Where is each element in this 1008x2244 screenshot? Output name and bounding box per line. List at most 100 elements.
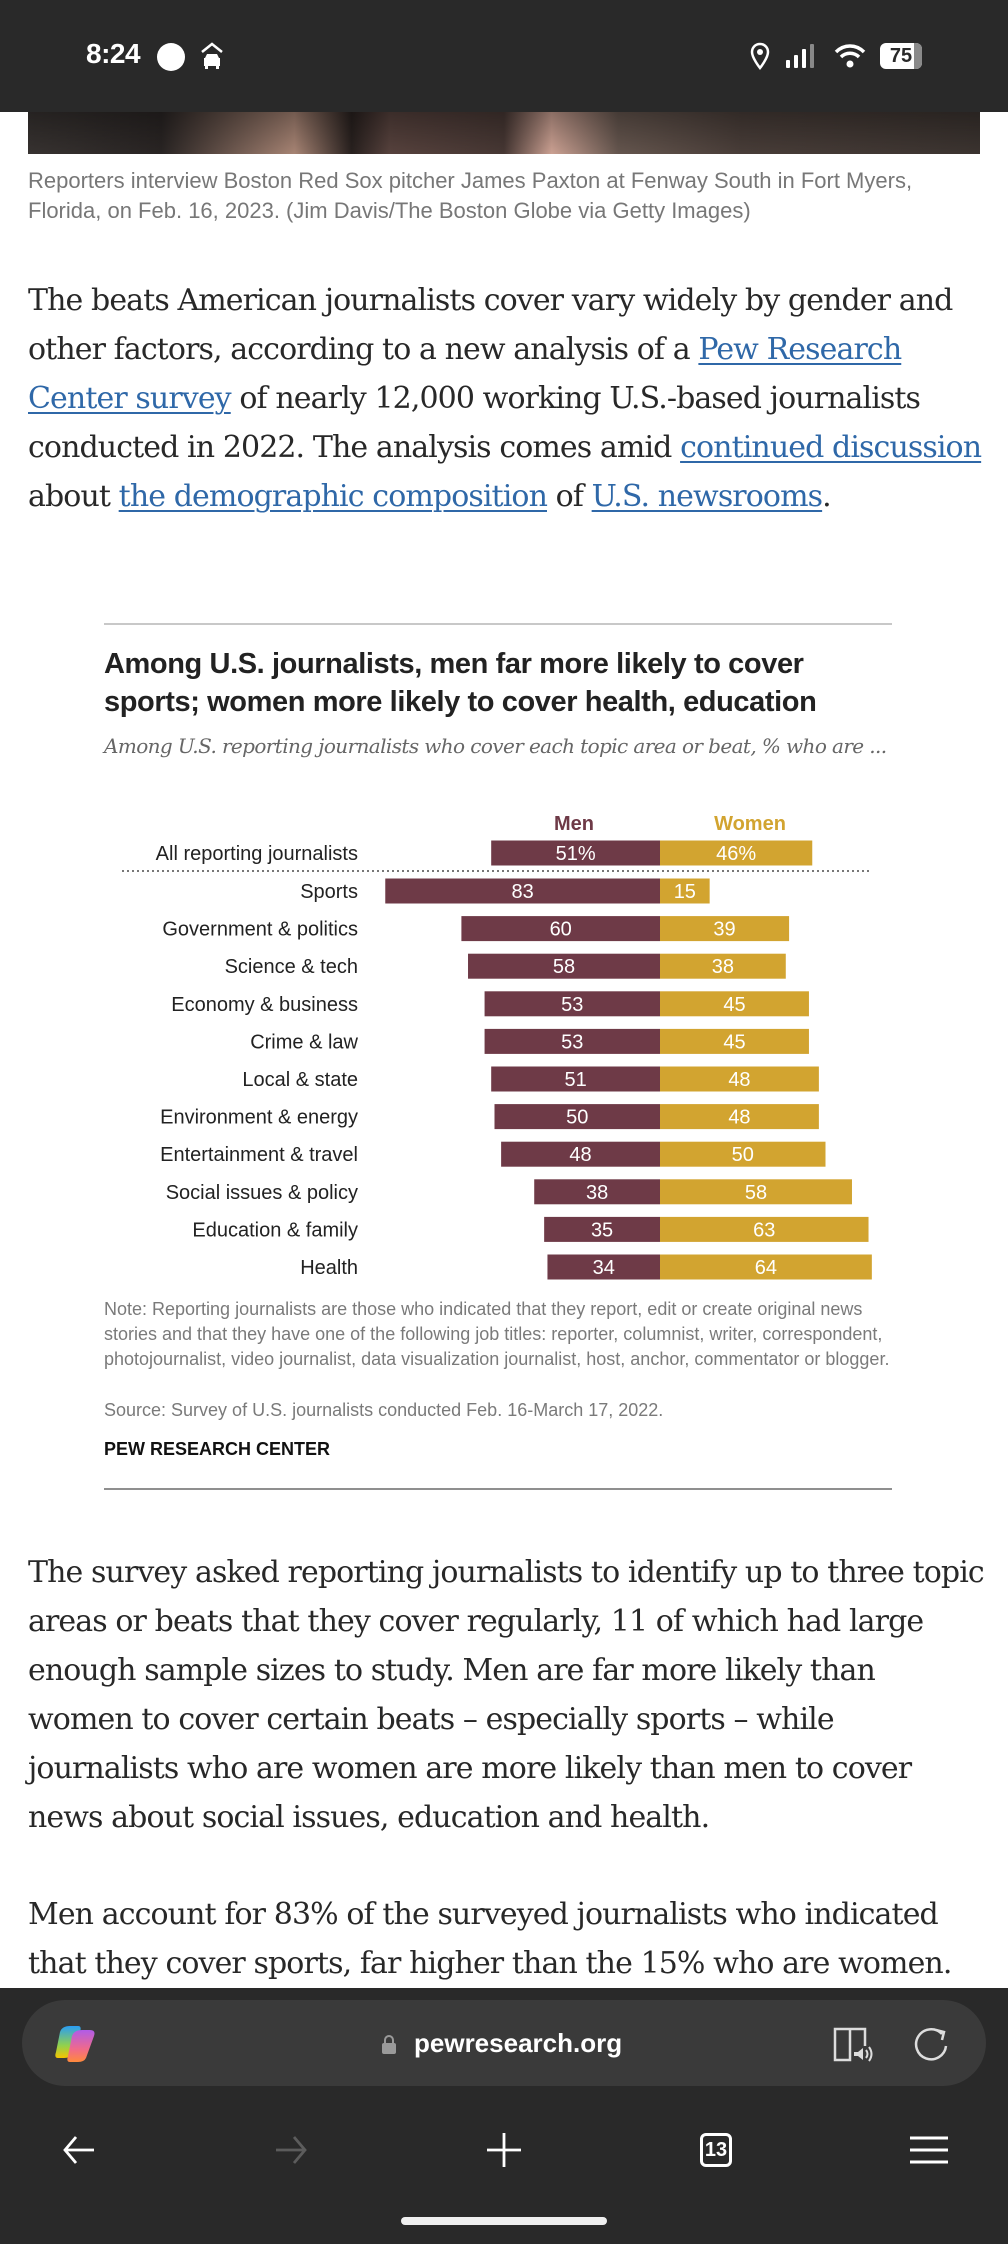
data-label-men: 50 — [566, 1107, 588, 1129]
bar-women — [660, 1216, 869, 1242]
text: of — [547, 479, 592, 514]
link-continued-discussion[interactable]: continued discussion — [680, 430, 982, 465]
chart-top-rule — [104, 623, 892, 625]
bar-women — [660, 1066, 819, 1092]
battery-level: 75 — [889, 44, 913, 67]
tab-count: 13 — [700, 2133, 732, 2167]
bar-men — [544, 1216, 660, 1242]
link-pew-survey[interactable]: Pew Research Center survey — [28, 332, 902, 416]
data-label-women: 48 — [728, 1107, 750, 1129]
status-time: 8:24 — [86, 38, 141, 69]
home-indicator[interactable] — [401, 2217, 607, 2225]
back-button[interactable] — [49, 2128, 109, 2172]
chart-title: Among U.S. journalists, men far more lik… — [104, 648, 817, 718]
photo-caption: Reporters interview Boston Red Sox pitch… — [28, 168, 913, 223]
data-label-women: 45 — [723, 1031, 745, 1053]
data-label-men: 35 — [591, 1219, 613, 1241]
data-label-women: 46% — [716, 843, 756, 865]
bar-men — [494, 1104, 660, 1130]
category-label: All reporting journalists — [156, 843, 358, 865]
arrow-right-icon — [276, 2136, 307, 2164]
data-label-women: 48 — [728, 1069, 750, 1091]
category-label: Sports — [300, 881, 358, 903]
status-icons: 75 — [750, 40, 922, 72]
bar-women — [660, 991, 809, 1017]
status-bar: 8:24 75 — [0, 0, 1008, 112]
bar-women — [660, 878, 710, 904]
menu-button[interactable] — [899, 2128, 959, 2172]
bar-women — [660, 1141, 826, 1167]
data-label-women: 38 — [712, 956, 734, 978]
chart-subtitle: Among U.S. reporting journalists who cov… — [104, 734, 887, 758]
bar-women — [660, 1104, 819, 1130]
battery-icon: 75 — [880, 43, 922, 69]
bar-women — [660, 1179, 852, 1205]
reload-icon[interactable] — [912, 2026, 950, 2064]
category-label: Local & state — [242, 1069, 358, 1091]
car-icon — [201, 42, 223, 69]
data-label-men: 58 — [553, 956, 575, 978]
bar-men — [547, 1254, 660, 1280]
text: of nearly 12,000 working U.S.-based jour… — [28, 381, 921, 465]
data-label-women: 63 — [753, 1219, 775, 1241]
location-icon — [750, 42, 770, 70]
hamburger-menu-icon — [910, 2136, 948, 2164]
chart-brand: PEW RESEARCH CENTER — [104, 1439, 331, 1459]
data-label-women: 50 — [732, 1144, 754, 1166]
category-label: Entertainment & travel — [160, 1144, 358, 1166]
bar-men — [491, 840, 660, 866]
copilot-icon[interactable] — [52, 2024, 98, 2064]
text: The beats American journalists cover var… — [28, 283, 953, 367]
bar-men — [501, 1141, 660, 1167]
bar-women — [660, 1254, 872, 1280]
legend-men: Men — [554, 813, 594, 835]
chart-note: Note: Reporting journalists are those wh… — [104, 1299, 890, 1369]
wifi-icon — [834, 44, 866, 68]
data-label-women: 39 — [713, 919, 735, 941]
bar-men — [385, 878, 660, 904]
data-label-men: 38 — [586, 1182, 608, 1204]
data-label-men: 48 — [569, 1144, 591, 1166]
bar-women — [660, 953, 786, 979]
category-label: Crime & law — [250, 1031, 358, 1053]
address-bar[interactable] — [22, 2000, 986, 2086]
circle-notification-icon — [157, 43, 185, 71]
category-label: Education & family — [192, 1219, 358, 1241]
article-photo — [28, 112, 980, 154]
tabs-button[interactable]: 13 — [686, 2128, 746, 2172]
link-demographic-composition[interactable]: the demographic composition — [118, 479, 548, 514]
bar-women — [660, 840, 813, 866]
link-us-newsrooms[interactable]: U.S. newsrooms — [591, 479, 823, 514]
category-label: Social issues & policy — [166, 1182, 358, 1204]
arrow-left-icon — [63, 2136, 94, 2164]
text: about — [28, 479, 119, 514]
bar-men — [534, 1179, 660, 1205]
category-label: Economy & business — [171, 994, 358, 1016]
new-tab-button[interactable] — [474, 2128, 534, 2172]
data-label-men: 53 — [561, 1031, 583, 1053]
bar-men — [484, 991, 660, 1017]
plus-icon — [487, 2133, 521, 2167]
read-aloud-icon[interactable] — [832, 2026, 874, 2064]
category-label: Environment & energy — [160, 1107, 358, 1129]
url-text[interactable]: pewresearch.org — [414, 2028, 623, 2058]
data-label-men: 51 — [564, 1069, 586, 1091]
data-label-women: 58 — [745, 1182, 767, 1204]
chart-source: Source: Survey of U.S. journalists condu… — [104, 1400, 664, 1420]
lock-icon — [382, 2035, 396, 2054]
data-label-men: 53 — [561, 994, 583, 1016]
bar-men — [468, 953, 660, 979]
forward-button[interactable] — [261, 2128, 321, 2172]
data-label-men: 83 — [512, 881, 534, 903]
data-label-women: 15 — [674, 881, 696, 903]
data-label-men: 34 — [593, 1257, 615, 1279]
bar-men — [491, 1066, 660, 1092]
bar-women — [660, 1028, 809, 1054]
article-paragraph: The survey asked reporting journalists t… — [28, 1555, 985, 1835]
data-label-women: 45 — [723, 994, 745, 1016]
data-label-men: 51% — [556, 843, 596, 865]
category-label: Science & tech — [225, 956, 358, 978]
category-label: Government & politics — [162, 919, 358, 941]
bar-women — [660, 916, 790, 942]
chart-bottom-rule — [104, 1488, 892, 1490]
